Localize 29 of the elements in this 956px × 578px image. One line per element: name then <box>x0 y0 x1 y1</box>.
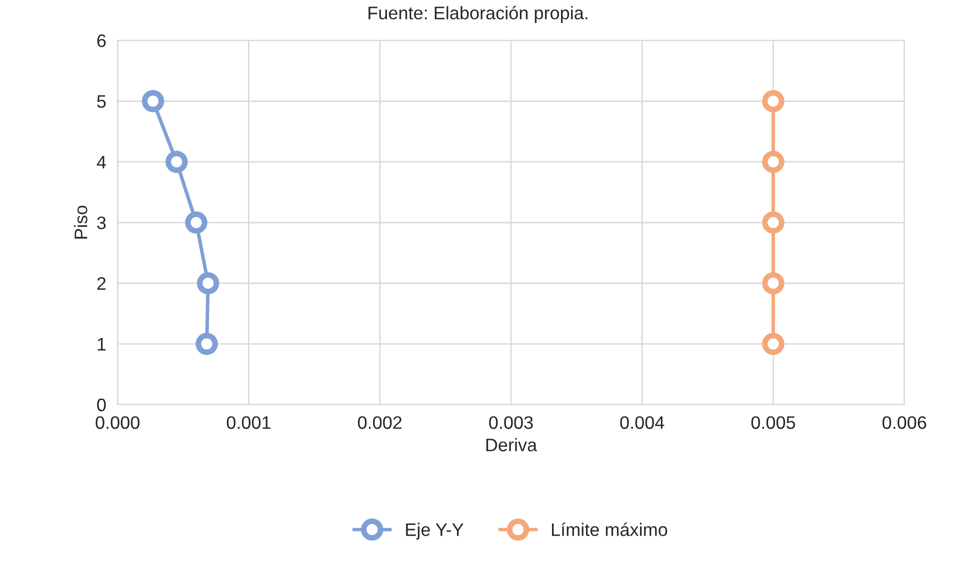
x-axis-title: Deriva <box>486 438 538 452</box>
x-tick-label: 0.004 <box>620 416 664 429</box>
y-axis-title: Piso <box>74 206 88 239</box>
y-tick-label: 0 <box>97 398 106 412</box>
legend-label: Límite máximo <box>552 522 668 536</box>
x-tick-label: 0.000 <box>96 416 140 429</box>
point <box>762 90 784 112</box>
point <box>196 332 218 356</box>
y-tick-label: 2 <box>97 277 106 290</box>
point <box>762 211 784 234</box>
y-tick-label: 6 <box>97 34 106 48</box>
x-tick-label: 0.006 <box>882 416 926 429</box>
y-tick-label: 1 <box>98 338 106 350</box>
point <box>196 272 220 294</box>
x-tick-label: 0.003 <box>489 416 533 429</box>
point <box>762 272 784 294</box>
source-note: Fuente: Elaboración propia. <box>368 6 588 23</box>
point <box>142 90 164 112</box>
y-tick-label: 4 <box>96 156 106 168</box>
x-tick-label: 0.005 <box>751 416 796 429</box>
x-tick-label: 0.001 <box>226 416 270 429</box>
y-tick-label: 3 <box>97 216 106 230</box>
point <box>165 150 188 173</box>
point <box>185 211 208 234</box>
x-tick-label: 0.002 <box>358 416 402 429</box>
y-tick-label: 5 <box>97 95 106 108</box>
point <box>762 150 784 173</box>
point <box>762 332 784 356</box>
legend-label: Eje Y-Y <box>406 522 464 540</box>
